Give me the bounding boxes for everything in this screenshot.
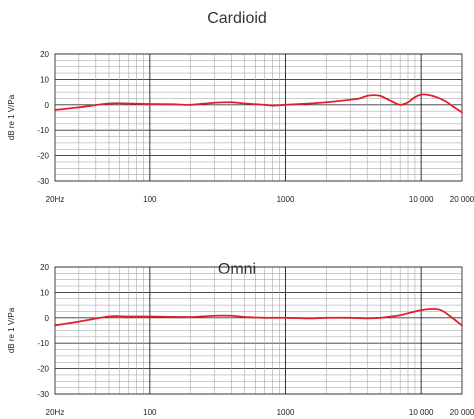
x-tick-label: 20 000 (450, 195, 474, 204)
series-line (54, 93, 463, 114)
y-tick-label: -30 (37, 177, 49, 186)
x-tick-label: 10 000 (409, 408, 434, 417)
chart-omni: Omni 20 10 0 -10 -20 -30 20Hz 100 1000 10 000 20 0… (0, 212, 474, 419)
y-tick-label: -20 (37, 365, 49, 374)
chart-cardioid: Cardioid 20 10 0 -10 -20 -30 20Hz 100 1000 10 000… (7, 10, 474, 204)
y-tick-label: -10 (37, 339, 49, 348)
y-tick-label: -20 (37, 152, 49, 161)
x-tick-label: 20Hz (46, 408, 65, 417)
chart-title: Omni (217, 261, 257, 278)
series-line (54, 308, 463, 327)
x-tick-label: 100 (143, 195, 157, 204)
y-tick-label: 20 (40, 50, 49, 59)
chart-title: Cardioid (207, 10, 267, 27)
x-tick-label: 20Hz (46, 195, 65, 204)
x-tick-label: 20 000 (450, 408, 474, 417)
y-tick-label: 10 (40, 288, 49, 297)
x-tick-label: 1000 (277, 408, 295, 417)
y-tick-label: 10 (40, 75, 49, 84)
plot-frame (54, 266, 463, 395)
x-tick-label: 100 (143, 408, 157, 417)
x-tick-label: 1000 (277, 195, 295, 204)
y-tick-label: 0 (45, 314, 50, 323)
x-tick-label: 10 000 (409, 195, 434, 204)
y-axis-label: dB re 1 V/Pa (7, 94, 16, 140)
y-tick-label: -30 (37, 390, 49, 399)
plot-frame (54, 53, 463, 182)
y-tick-label: 20 (40, 263, 49, 272)
y-tick-label: -10 (37, 126, 49, 135)
y-axis-label: dB re 1 V/Pa (7, 307, 16, 353)
y-tick-label: 0 (45, 101, 50, 110)
